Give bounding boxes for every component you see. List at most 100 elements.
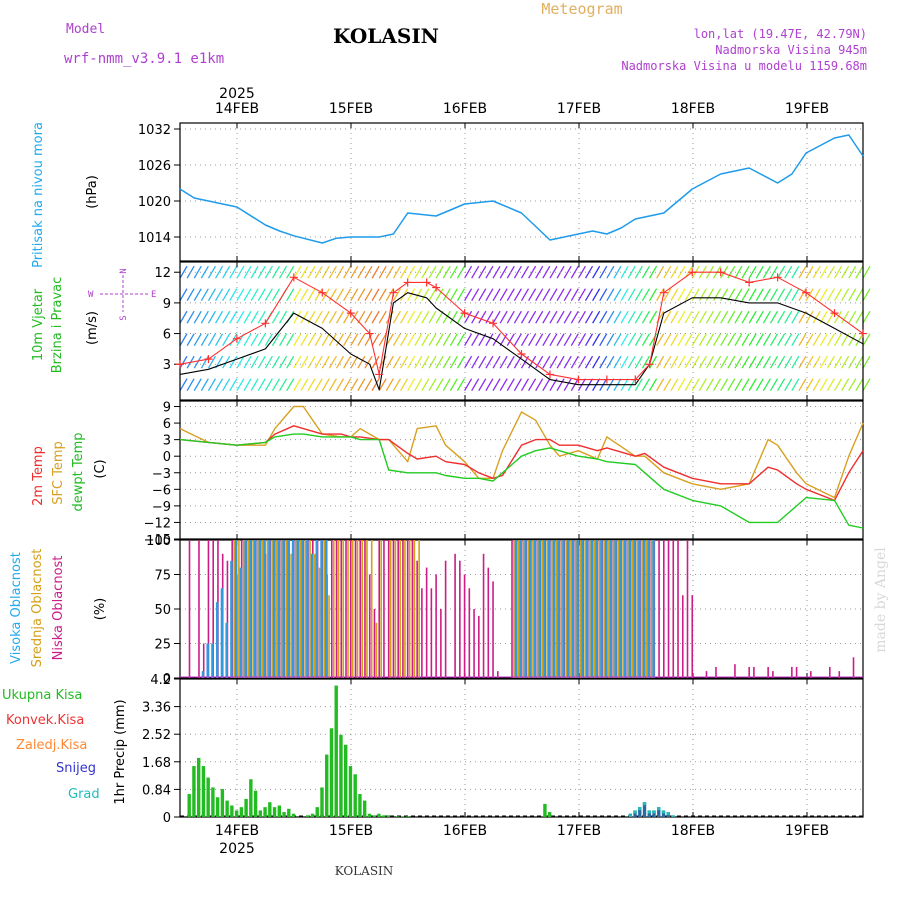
wind-barb <box>215 378 224 391</box>
wind-barb <box>435 310 444 324</box>
precip-total-bar <box>234 810 239 817</box>
wind-barb <box>471 333 480 347</box>
temperature-panel: −15 −12−9 −6−3 03 69 <box>144 400 864 548</box>
wind-barb <box>535 333 544 347</box>
wind-barb <box>798 378 807 391</box>
wind-barb <box>777 378 786 391</box>
station-title: KOLASIN <box>333 24 439 48</box>
wind-barb <box>819 355 828 369</box>
wind-barb <box>755 288 764 302</box>
wind-barb <box>449 310 458 324</box>
wind-barb <box>855 288 864 302</box>
wind-barb <box>670 310 679 324</box>
wind-barb <box>649 265 658 279</box>
wind-barb <box>229 265 238 279</box>
wind-barb <box>748 288 757 302</box>
precip-total-bar <box>187 794 191 817</box>
wind-barb <box>528 265 537 279</box>
wind-barb <box>414 265 423 279</box>
wind-barb <box>314 288 323 302</box>
wind-barb <box>442 333 451 347</box>
wind-barb <box>222 265 231 279</box>
wind-barb <box>357 265 366 279</box>
wind-barb <box>727 355 736 369</box>
wind-barb <box>748 265 757 279</box>
wind-gust-marker <box>232 334 241 343</box>
wind-barb <box>727 288 736 302</box>
bottom-day-label: 17FEB <box>557 823 601 839</box>
precip-total-bar <box>400 816 405 817</box>
wind-barb <box>819 288 828 302</box>
precip-total-bar <box>291 813 296 817</box>
wind-barb <box>506 355 515 369</box>
wind-barb <box>179 288 188 302</box>
wind-barb <box>506 288 515 302</box>
wind-barb <box>407 288 416 302</box>
precip-frozen-label: Zaledj.Kisa <box>16 738 87 753</box>
precip-total-bar <box>652 810 656 817</box>
wind-barb <box>300 310 309 324</box>
precip-total-bar <box>661 810 666 817</box>
wind-barb <box>186 288 195 302</box>
wind-barb <box>257 378 266 391</box>
wind-barb <box>862 355 871 369</box>
y-tick-label: 9 <box>163 297 171 312</box>
snow-bar <box>647 810 651 814</box>
wind-barb <box>570 355 579 369</box>
precip-total-bar <box>405 816 410 817</box>
wind-barb <box>535 288 544 302</box>
wind-barb <box>286 355 295 369</box>
wind-barb <box>222 333 231 347</box>
wind-barb <box>421 333 430 347</box>
wind-barb <box>862 333 871 347</box>
wind-barb <box>570 333 579 347</box>
wind-barb <box>584 288 594 302</box>
cloud-unit: (%) <box>93 598 108 621</box>
wind-barb <box>485 355 494 369</box>
wind-barb <box>371 333 380 347</box>
wind-barb <box>549 288 558 302</box>
precip-total-bar <box>372 815 376 817</box>
wind-barb <box>350 265 359 279</box>
wind-barb <box>300 265 309 279</box>
wind-barb <box>335 333 345 347</box>
wind-barb <box>250 265 259 279</box>
wind-barb <box>649 288 658 302</box>
wind-barb <box>364 288 373 302</box>
wind-barb <box>378 310 387 324</box>
precip-total-bar <box>215 797 220 817</box>
wind-barb <box>464 333 473 347</box>
wind-barb <box>599 265 608 279</box>
wind-barb <box>663 355 672 369</box>
pressure-panel: 1014 1020 1026 1032 <box>138 122 864 262</box>
wind-barb <box>307 333 316 347</box>
wind-barb <box>855 378 864 391</box>
wind-barb <box>855 355 864 369</box>
precip-total-bar <box>272 807 277 817</box>
wind-barb <box>833 378 843 391</box>
wind-barb <box>769 288 779 302</box>
wind-barb <box>300 378 309 391</box>
wind-barb <box>506 333 515 347</box>
wind-barb <box>499 265 508 279</box>
wind-barb <box>243 265 252 279</box>
wind-barb <box>215 265 224 279</box>
y-tick-label: 6 <box>163 328 171 343</box>
precip-total-label: Ukupna Kisa <box>2 688 82 703</box>
wind-barb <box>713 288 722 302</box>
wind-barb <box>435 288 444 302</box>
precip-total-bar <box>320 787 324 817</box>
wind-barb <box>200 265 209 279</box>
wind-barb <box>399 265 409 279</box>
graupel-label: Grad <box>68 787 100 802</box>
wind-barb <box>179 265 188 279</box>
wind-barb <box>734 265 743 279</box>
wind-barb <box>841 355 850 369</box>
wind-unit: (m/s) <box>85 311 100 345</box>
wind-barb <box>399 355 409 369</box>
y-tick-label: 0.84 <box>142 783 171 798</box>
wind-barb <box>513 288 522 302</box>
precip-total-bar <box>377 813 381 817</box>
wind-barb <box>179 378 188 391</box>
wind-barb <box>599 333 608 347</box>
